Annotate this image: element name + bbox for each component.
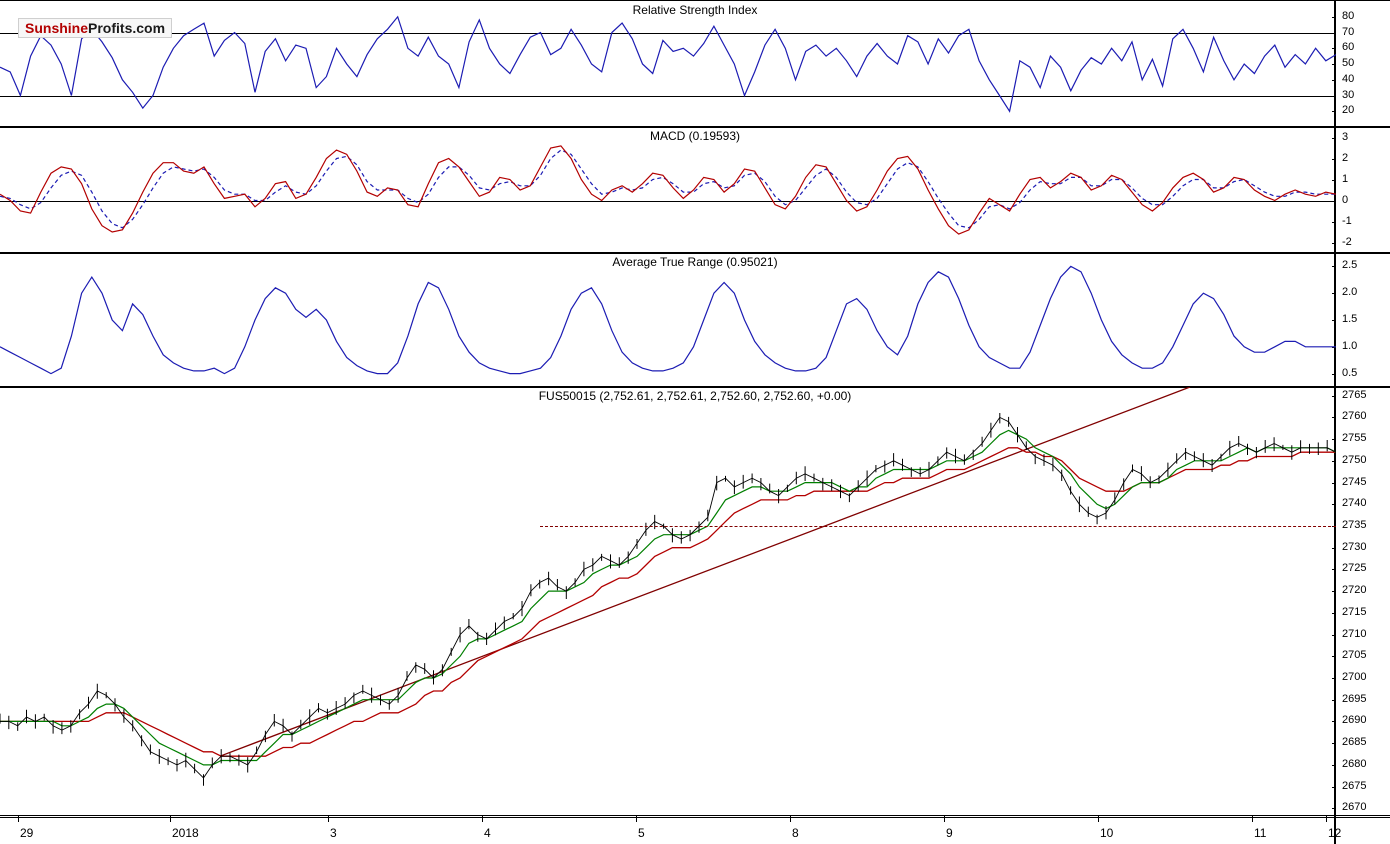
rsi-line (0, 17, 1336, 112)
atr-line (0, 266, 1336, 373)
xtick (1098, 816, 1099, 822)
xtick-label: 10 (1100, 826, 1113, 840)
xtick (636, 816, 637, 822)
ytick-label: 2690 (1342, 714, 1366, 726)
price-bars (0, 413, 1336, 786)
price-plot (0, 387, 1336, 817)
panel-atr: Average True Range (0.95021)0.51.01.52.0… (0, 252, 1390, 388)
ytick-label: 80 (1342, 10, 1354, 22)
ytick-label: 0.5 (1342, 367, 1357, 379)
price-dashed-hline (540, 526, 1336, 528)
xtick-label: 29 (20, 826, 33, 840)
macd-plot (0, 127, 1336, 253)
ytick-label: 30 (1342, 89, 1354, 101)
atr-plot (0, 253, 1336, 387)
ytick-label: 2765 (1342, 389, 1366, 401)
ytick-label: 2760 (1342, 410, 1366, 422)
ytick-label: 50 (1342, 57, 1354, 69)
ytick-label: 2695 (1342, 693, 1366, 705)
price-ma-fast (0, 430, 1336, 765)
ytick-label: 0 (1342, 194, 1348, 206)
ytick-label: 1.5 (1342, 313, 1357, 325)
ytick-label: 2755 (1342, 432, 1366, 444)
ytick-label: 2670 (1342, 801, 1366, 813)
ytick-label: 2710 (1342, 628, 1366, 640)
ytick-label: 2.5 (1342, 259, 1357, 271)
ytick-label: 2740 (1342, 497, 1366, 509)
xtick-label: 4 (484, 826, 491, 840)
ytick-label: 2685 (1342, 736, 1366, 748)
watermark-part1: Sunshine (25, 20, 88, 36)
price-yaxis: 2670 2675 2680 2685 2690 2695 2700 2705 2710 2715… (1334, 387, 1390, 817)
xtick (790, 816, 791, 822)
xtick-label: 2018 (172, 826, 199, 840)
watermark-part2: Profits.com (88, 20, 165, 36)
ytick-label: 2715 (1342, 606, 1366, 618)
watermark: SunshineProfits.com (18, 18, 172, 38)
panel-macd: MACD (0.19593)-2-10123 (0, 126, 1390, 254)
rsi-plot (0, 1, 1336, 127)
xtick-label: 9 (946, 826, 953, 840)
ytick-label: 60 (1342, 41, 1354, 53)
ytick-label: 2 (1342, 152, 1348, 164)
ytick-label: 2745 (1342, 476, 1366, 488)
ytick-label: 2725 (1342, 562, 1366, 574)
xtick-label: 3 (330, 826, 337, 840)
macd-yaxis: -2 -1 0 1 2 3 (1334, 127, 1390, 253)
macd-signal-line (0, 150, 1336, 228)
xtick (1326, 816, 1327, 822)
xtick (944, 816, 945, 822)
ytick-label: 2700 (1342, 671, 1366, 683)
ytick-label: 1 (1342, 173, 1348, 185)
ytick-label: 70 (1342, 26, 1354, 38)
xtick-label: 5 (638, 826, 645, 840)
price-ma-slow (0, 448, 1336, 756)
ytick-label: 2680 (1342, 758, 1366, 770)
ytick-label: -2 (1342, 236, 1352, 248)
ytick-label: 2735 (1342, 519, 1366, 531)
ytick-label: 2730 (1342, 541, 1366, 553)
panel-rsi: Relative Strength Index20304050607080 (0, 0, 1390, 128)
xtick (1252, 816, 1253, 822)
ytick-label: -1 (1342, 215, 1352, 227)
price-close-line (0, 417, 1336, 778)
ytick-label: 1.0 (1342, 340, 1357, 352)
rsi-yaxis: 20 30 40 50 60 70 80 (1334, 1, 1390, 127)
xtick-label: 11 (1254, 826, 1266, 840)
macd-line (0, 146, 1336, 234)
xaxis: 29 2018 3 4 5 8 9 10 11 12 (0, 815, 1390, 844)
xtick-label: 8 (792, 826, 799, 840)
xtick (18, 816, 19, 822)
ytick-label: 3 (1342, 131, 1348, 143)
price-trend-line (220, 387, 1190, 756)
atr-yaxis: 0.5 1.0 1.5 2.0 2.5 (1334, 253, 1390, 387)
ytick-label: 2720 (1342, 584, 1366, 596)
panel-price: FUS50015 (2,752.61, 2,752.61, 2,752.60, … (0, 386, 1390, 818)
xtick (170, 816, 171, 822)
xtick (328, 816, 329, 822)
ytick-label: 2705 (1342, 649, 1366, 661)
chart-root: Relative Strength Index20304050607080MAC… (0, 0, 1390, 844)
xtick (482, 816, 483, 822)
xtick-label: 12 (1328, 826, 1341, 840)
ytick-label: 40 (1342, 73, 1354, 85)
ytick-label: 2.0 (1342, 286, 1357, 298)
ytick-label: 2750 (1342, 454, 1366, 466)
ytick-label: 20 (1342, 104, 1354, 116)
ytick-label: 2675 (1342, 780, 1366, 792)
